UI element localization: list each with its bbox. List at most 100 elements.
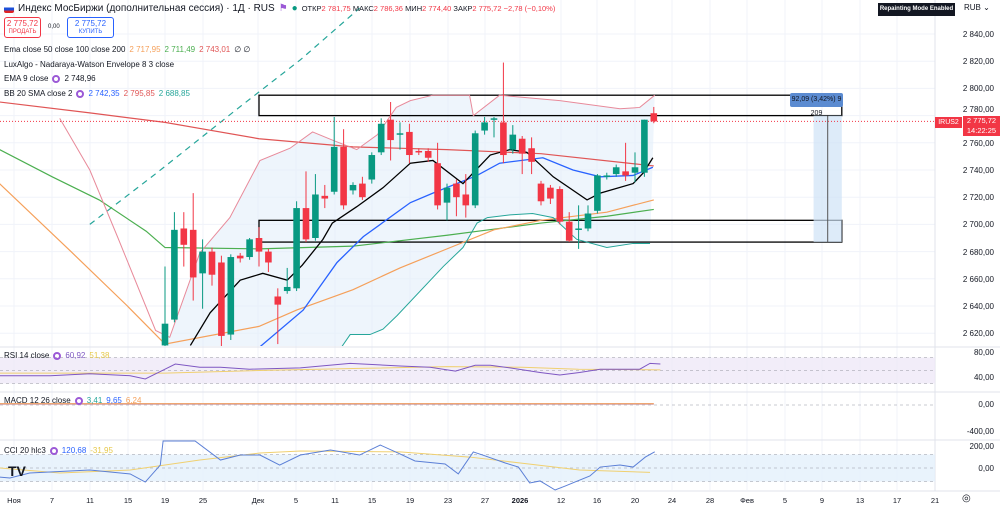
rsi-axis-80: 80,00 [973,348,994,357]
date-label: 2026 [511,496,529,505]
candle-body [537,183,545,202]
date-label: 15 [367,496,377,505]
date-label: Фев [740,496,754,505]
candle-body [462,194,470,206]
candle-body [584,213,592,229]
cci-legend[interactable]: CCI 20 hlc3 120,68 -31,95 [4,446,113,455]
candle-body [500,122,507,156]
date-label: 9 [819,496,825,505]
date-label: Ноя [7,496,21,505]
bar-timer: 14:22:25 [966,125,997,135]
candle-body [340,146,347,206]
date-label: 5 [782,496,788,505]
candle-body [349,184,357,191]
sell-label: ПРОДАТЬ [8,29,37,35]
macd-hist-value: 3,41 [86,396,103,405]
spread: 0,00 [48,24,60,30]
loading-icon [53,351,62,360]
price-axis-label: 2 660,00 [962,274,994,284]
cci-value: 120,68 [61,446,87,455]
ema9-label: EMA 9 close [4,74,49,83]
symbol-legend: Индекс МосБиржи (дополнительная сессия) … [4,3,555,14]
macd-legend[interactable]: MACD 12 26 close 3,41 9,65 6,24 [4,396,141,405]
price-axis-label: 2 700,00 [962,220,994,230]
date-label: 24 [667,496,677,505]
candle-body [556,189,564,222]
rsi-value: 60,92 [65,351,86,360]
candle-body [377,123,385,153]
candle-body [631,167,639,173]
flag-marker-icon[interactable]: ⚑ [278,3,288,14]
ema50-value: 2 717,95 [129,45,161,54]
date-label: Дек [251,496,265,505]
date-label: 15 [123,496,133,505]
candle-body [547,187,554,199]
candle-body [471,133,479,206]
market-status-icon: ● [291,3,298,14]
date-label: 11 [331,496,339,505]
ema200-value: 2 743,01 [199,45,231,54]
tradingview-logo[interactable]: TV [8,463,26,479]
date-label: 21 [930,496,940,505]
date-label: 17 [892,496,902,505]
cci-axis-0: 0,00 [978,464,994,473]
candle-body [434,163,441,206]
price-axis-label: 2 680,00 [962,247,994,257]
candle-body [312,194,319,238]
open-value: 2 781,75 [321,4,351,13]
price-axis-label: 2 780,00 [962,105,994,114]
high-value: 2 786,36 [373,4,403,13]
repainting-badge: Repainting Mode Enabled [878,3,955,16]
date-label: 11 [86,496,94,505]
ema-legend[interactable]: Ema close 50 close 100 close 200 2 717,9… [4,45,250,54]
macd-axis-neg400: -400,00 [966,427,994,436]
open-label: ОТКР [301,4,322,13]
ema9-legend[interactable]: EMA 9 close 2 748,96 [4,74,96,83]
candle-body [180,228,188,245]
candle-body [189,229,197,278]
bb-legend[interactable]: BB 20 SMA close 2 2 742,35 2 795,85 2 68… [4,89,190,98]
measure-label[interactable]: 92,09 (3,42%) 9 209 [790,93,843,117]
rsi-legend[interactable]: RSI 14 close 60,92 51,38 [4,351,109,360]
candle-body [321,195,329,199]
settings-icon[interactable]: ◎ [962,493,971,504]
price-axis-label: 2 640,00 [962,302,994,311]
candle-body [283,286,291,292]
date-label: 7 [49,496,55,505]
candle-body [594,175,601,211]
candle-body [622,171,629,176]
date-label: 25 [198,496,208,505]
buy-button[interactable]: 2 775,72 КУПИТЬ [67,17,114,38]
symbol-tag: IRUS2 [935,117,962,128]
ema50-line [0,183,654,345]
date-label: 5 [293,496,299,505]
currency-select[interactable]: RUB ⌄ [964,3,990,12]
candle-body [368,155,376,180]
date-label: 19 [160,496,170,505]
candle-body [387,119,394,141]
candle-body [509,134,517,150]
lux-legend[interactable]: LuxAlgo - Nadaraya-Watson Envelope 8 3 c… [4,60,174,69]
macd-value: 9,65 [106,396,122,405]
symbol-title[interactable]: Индекс МосБиржи (дополнительная сессия) … [18,3,275,14]
high-label: МАКС [352,4,374,13]
loading-icon [52,74,61,83]
bb-lower-value: 2 688,85 [158,89,190,98]
sell-button[interactable]: 2 775,72 ПРОДАТЬ [4,17,41,38]
candle-body [575,228,582,230]
ema-extra: ∅ ∅ [234,45,251,54]
cci-axis-200: 200,00 [969,442,994,451]
sell-price: 2 775,72 [6,19,39,28]
candle-body [443,187,451,203]
candle-body [218,262,225,336]
price-axis-label: 2 820,00 [962,57,994,67]
candle-body [236,255,244,259]
price-axis-label: 2 800,00 [962,84,994,94]
date-label: 19 [405,496,415,505]
candle-body [528,148,535,162]
low-label: МИН [405,4,423,13]
ema-label: Ema close 50 close 100 close 200 [4,45,126,54]
macd-label: MACD 12 26 close [4,396,71,405]
price-axis-label: 2 840,00 [962,30,994,39]
